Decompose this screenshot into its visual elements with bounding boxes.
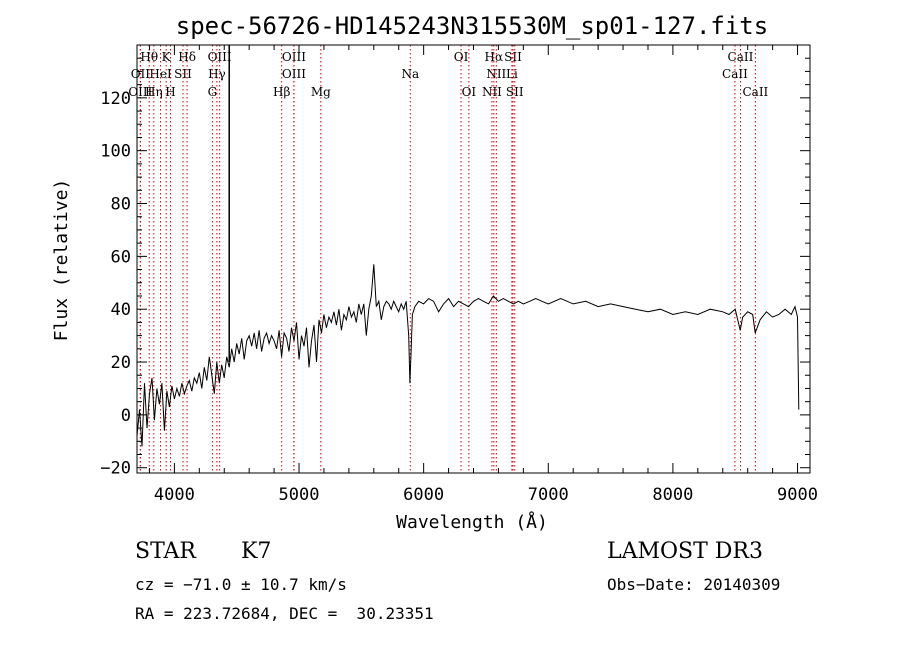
y-tick-label-1: 0 bbox=[121, 406, 131, 426]
spectral-line-label-13: OIII bbox=[282, 67, 306, 81]
spectral-line-label-26: CaII bbox=[722, 67, 748, 81]
spectral-line-label-11: G bbox=[208, 85, 218, 99]
spectral-line-label-18: OI bbox=[462, 85, 477, 99]
y-tick-label-3: 40 bbox=[111, 300, 131, 320]
observation-date: Obs−Date: 20140309 bbox=[607, 575, 781, 594]
y-tick-label-5: 80 bbox=[111, 195, 131, 215]
chart-title: spec-56726-HD145243N315530M_sp01-127.fit… bbox=[176, 12, 768, 40]
spectral-line-label-10: Hγ bbox=[208, 67, 226, 81]
y-tick-label-0: −20 bbox=[100, 459, 131, 479]
spectral-line-label-6: H bbox=[165, 85, 175, 99]
y-axis-label: Flux (relative) bbox=[51, 179, 72, 342]
y-tick-label-7: 120 bbox=[100, 89, 131, 109]
redshift-cz: cz = −71.0 ± 10.7 km/s bbox=[135, 575, 347, 594]
spectral-line-label-25: CaII bbox=[728, 50, 754, 64]
spectral-line-label-0: Hθ bbox=[140, 50, 158, 64]
spectral-line-label-20: SII bbox=[504, 50, 522, 64]
spectral-line-label-19: Hα bbox=[485, 50, 504, 64]
spectral-line-label-8: Hδ bbox=[178, 50, 196, 64]
survey-name: LAMOST DR3 bbox=[607, 539, 763, 564]
x-tick-label-5: 9000 bbox=[777, 485, 818, 505]
y-tick-label-2: 20 bbox=[111, 353, 131, 373]
spectral-line-label-7: SII bbox=[174, 67, 192, 81]
x-axis-label: Wavelength (Å) bbox=[396, 511, 548, 533]
x-tick-label-0: 4000 bbox=[154, 485, 195, 505]
x-tick-label-3: 7000 bbox=[528, 485, 569, 505]
series-layer bbox=[136, 45, 800, 447]
y-tick-label-4: 60 bbox=[111, 247, 131, 267]
x-tick-label-1: 5000 bbox=[279, 485, 320, 505]
spectral-line-label-9: OIII bbox=[208, 50, 232, 64]
spectral-line-label-23: NII bbox=[482, 85, 502, 99]
spectral-line-label-2: OIII bbox=[128, 85, 152, 99]
spectral-line-label-24: SII bbox=[506, 85, 524, 99]
object-class: STAR bbox=[135, 539, 196, 564]
series-line-0 bbox=[136, 264, 800, 447]
axis-ticks: 4000 5000 6000 7000 8000 9000 −20 0 20 40 60 80 100 1… bbox=[100, 45, 818, 505]
spectral-line-label-17: OI bbox=[454, 50, 469, 64]
spectral-line-label-15: Mg bbox=[311, 85, 331, 99]
spectral-line-label-3: K bbox=[162, 50, 172, 64]
x-tick-label-2: 6000 bbox=[403, 485, 444, 505]
spectral-line-label-14: Hβ bbox=[273, 85, 290, 99]
spectral-line-label-21: NII bbox=[486, 67, 506, 81]
plot-frame bbox=[136, 44, 811, 474]
spectrum-chart: spec-56726-HD145243N315530M_sp01-127.fit… bbox=[51, 12, 818, 533]
object-subclass: K7 bbox=[241, 539, 272, 564]
spectral-line-label-5: Hη bbox=[145, 85, 163, 99]
x-tick-label-4: 8000 bbox=[652, 485, 693, 505]
spectral-line-label-27: CaII bbox=[742, 85, 768, 99]
coordinates: RA = 223.72684, DEC = 30.23351 bbox=[135, 604, 434, 623]
spectral-line-label-22: Li bbox=[506, 67, 518, 81]
y-tick-label-6: 100 bbox=[100, 142, 131, 162]
spectral-line-label-16: Na bbox=[401, 67, 419, 81]
spectral-line-label-4: HeI bbox=[149, 67, 172, 81]
